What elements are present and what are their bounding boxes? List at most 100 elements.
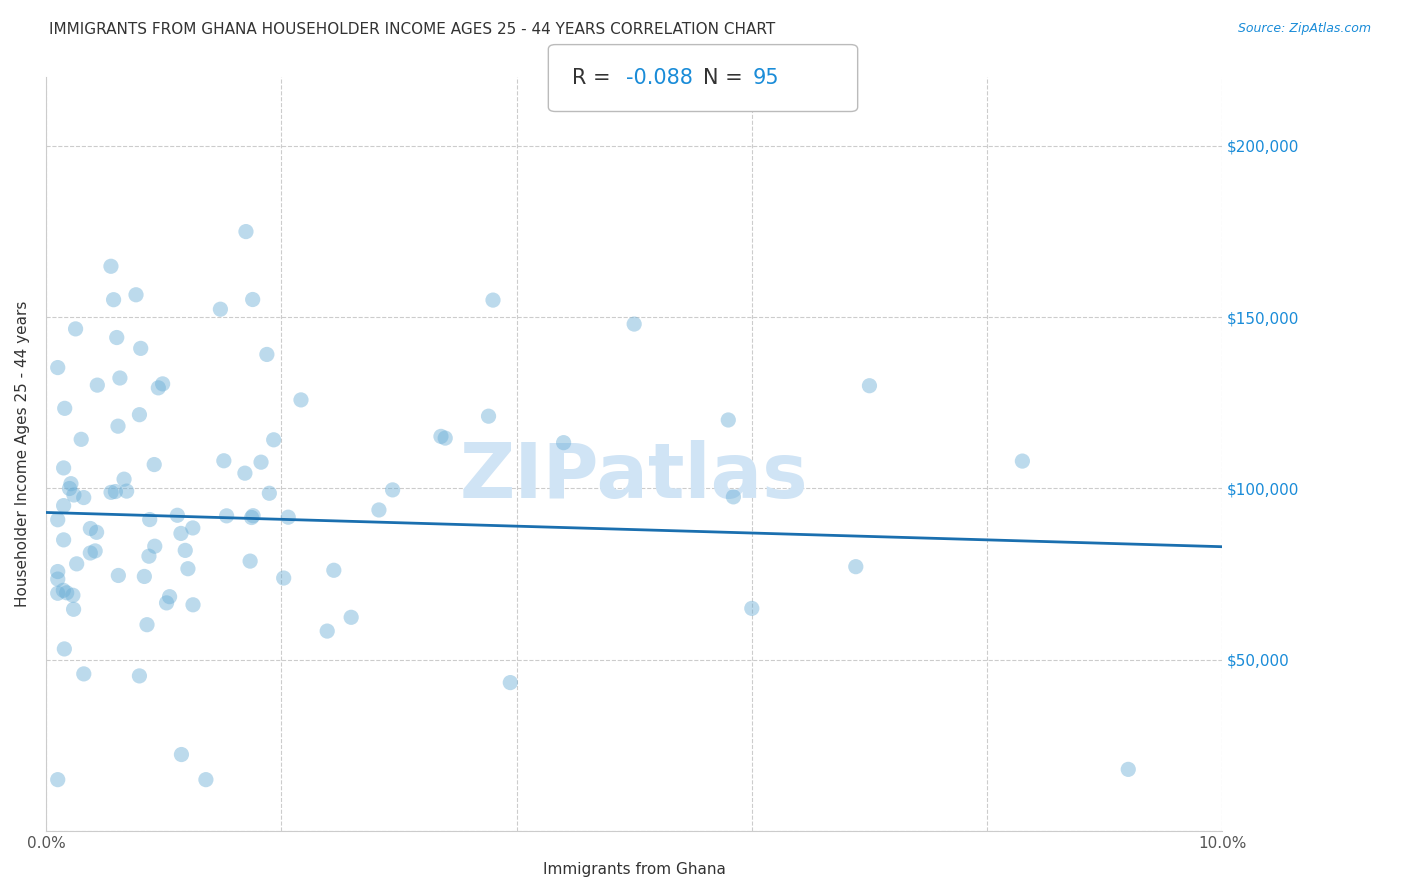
Point (553, 435, 575, 450)
Point (381, 483, 404, 497)
Point (128, 408, 150, 422)
Point (239, 554, 262, 568)
Point (52, 499, 75, 513)
Point (46, 360, 69, 375)
Point (194, 772, 217, 787)
Point (59, 476, 82, 491)
Point (70, 433, 93, 447)
Point (170, 526, 193, 541)
Point (138, 512, 160, 526)
Text: N =: N = (703, 68, 749, 88)
Point (105, 330, 128, 344)
Point (1116, 763, 1139, 777)
Point (73, 666, 96, 681)
Point (79, 522, 101, 536)
Point (128, 669, 150, 683)
Point (46, 565, 69, 579)
Point (155, 596, 177, 610)
Point (277, 510, 299, 524)
Point (125, 287, 148, 301)
Point (434, 431, 457, 445)
Point (322, 563, 344, 577)
Point (53, 642, 76, 657)
Point (209, 302, 232, 317)
Point (46, 586, 69, 600)
Point (177, 562, 200, 576)
Point (143, 458, 166, 472)
Point (174, 543, 197, 558)
Point (52, 461, 75, 475)
Y-axis label: Householder Income Ages 25 - 44 years: Householder Income Ages 25 - 44 years (15, 301, 30, 607)
Point (235, 225, 257, 239)
Point (129, 342, 152, 356)
Point (477, 409, 499, 424)
Point (430, 429, 453, 443)
Point (290, 392, 312, 407)
Point (115, 484, 138, 499)
Point (143, 539, 166, 553)
Point (46, 772, 69, 787)
Point (62, 588, 84, 602)
Point (46, 513, 69, 527)
Point (316, 624, 339, 638)
Point (148, 381, 170, 395)
Point (242, 293, 264, 307)
Point (136, 617, 159, 632)
Point (112, 472, 135, 486)
Point (233, 466, 256, 480)
Point (368, 503, 391, 517)
Point (55, 586, 77, 600)
Point (215, 508, 238, 523)
Point (623, 317, 645, 331)
Text: ZIPatlas: ZIPatlas (460, 440, 808, 514)
Point (259, 486, 281, 500)
Point (166, 508, 188, 523)
Point (53, 401, 76, 416)
Point (723, 490, 745, 504)
Point (256, 347, 278, 361)
Point (107, 419, 129, 434)
Point (717, 413, 740, 427)
X-axis label: Immigrants from Ghana: Immigrants from Ghana (543, 862, 725, 877)
Text: -0.088: -0.088 (626, 68, 693, 88)
Point (84, 544, 107, 558)
Point (482, 293, 505, 307)
Point (100, 260, 122, 274)
Point (63, 488, 86, 502)
Point (138, 549, 160, 564)
Point (240, 510, 263, 524)
Point (212, 454, 235, 468)
Point (499, 675, 522, 690)
Point (86, 378, 108, 392)
Point (52, 583, 75, 598)
Point (134, 569, 156, 583)
Point (181, 521, 204, 535)
Point (103, 293, 125, 307)
Point (104, 484, 127, 499)
Point (340, 610, 363, 624)
Point (858, 378, 880, 392)
Point (79, 546, 101, 560)
Point (250, 455, 273, 469)
Point (273, 571, 295, 585)
Point (170, 747, 193, 762)
Point (107, 568, 129, 582)
Text: 95: 95 (752, 68, 779, 88)
Point (741, 601, 763, 615)
Point (100, 485, 122, 500)
Point (1011, 454, 1033, 468)
Point (108, 371, 131, 385)
Point (65, 322, 87, 336)
Point (86, 525, 108, 540)
Text: IMMIGRANTS FROM GHANA HOUSEHOLDER INCOME AGES 25 - 44 YEARS CORRELATION CHART: IMMIGRANTS FROM GHANA HOUSEHOLDER INCOME… (49, 22, 776, 37)
Point (66, 557, 89, 571)
Point (159, 590, 181, 604)
Point (62, 602, 84, 616)
Point (242, 508, 264, 523)
Point (152, 376, 174, 391)
Point (73, 491, 96, 505)
Text: Source: ZipAtlas.com: Source: ZipAtlas.com (1237, 22, 1371, 36)
Point (263, 433, 285, 447)
Point (181, 598, 204, 612)
Point (845, 559, 868, 574)
